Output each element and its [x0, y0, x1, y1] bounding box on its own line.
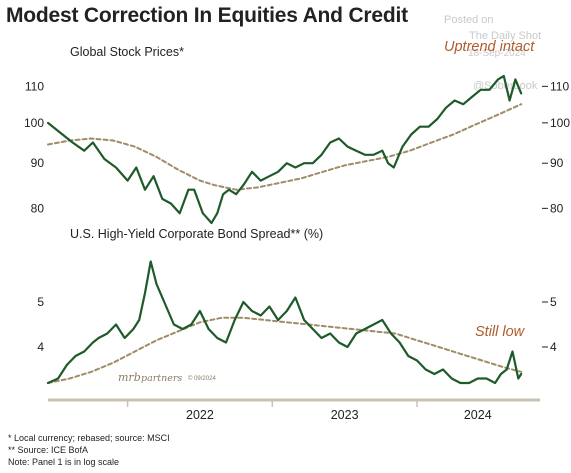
panel-2-left-tick-1: 5: [37, 295, 44, 309]
panel-2-series-line: [46, 260, 523, 385]
panel-1-left-axis: 80 90 100 110: [24, 79, 44, 215]
watermark-date: 18-Sep-2024: [468, 48, 526, 59]
panel-2-right-tick-0: 4: [550, 340, 557, 354]
x-axis: 2022 2023 2024: [48, 398, 540, 422]
panel-1-left-tick-2: 100: [24, 116, 44, 130]
x-tick-label-0: 2022: [186, 408, 214, 422]
panel-2-right-axis: 45: [542, 295, 557, 354]
panel-2-annotation: Still low: [475, 324, 526, 340]
panel-1-title: Global Stock Prices*: [70, 45, 184, 59]
watermark-posted-on: Posted on: [444, 14, 494, 26]
x-axis-dividers: [126, 400, 418, 407]
footnotes: * Local currency; rebased; source: MSCI …: [8, 432, 170, 468]
credit-partners: partners: [141, 373, 182, 384]
footnote-2: ** Source: ICE BofA: [8, 445, 89, 455]
x-axis-labels: 2022 2023 2024: [186, 408, 492, 422]
footnote-3: Note: Panel 1 is in log scale: [8, 457, 120, 467]
panel-2-left-axis: 45: [37, 295, 44, 354]
credit-brand: mrb: [118, 371, 141, 384]
panel-2-trend-line: [47, 316, 523, 384]
panel-2-left-tick-0: 4: [37, 340, 44, 354]
panel-2-title: U.S. High-Yield Corporate Bond Spread** …: [70, 227, 323, 241]
panel-2-right-tick-1: 5: [550, 295, 557, 309]
panel-stock-prices: Global Stock Prices* 80 90 100 110 80 90 100 1…: [24, 39, 570, 225]
panel-1-annotation: Uptrend intact: [444, 39, 535, 55]
panel-1-right-tick-3: 110: [550, 79, 569, 93]
page-title: Modest Correction In Equities And Credit: [6, 4, 408, 27]
credit-copyright: © 09/2024: [188, 375, 216, 382]
panel-1-series: [46, 74, 523, 225]
panel-1-right-axis: 80 90 100 110: [542, 79, 570, 215]
panel-1-series-line: [46, 74, 523, 225]
watermark-source: The Daily Shot: [469, 30, 542, 42]
panel-1-left-tick-3: 110: [25, 79, 44, 93]
panel-1-left-tick-0: 80: [31, 201, 45, 215]
panel-bond-spread: U.S. High-Yield Corporate Bond Spread** …: [37, 227, 557, 385]
x-tick-label-1: 2023: [331, 408, 359, 422]
panel-1-right-tick-1: 90: [550, 156, 564, 170]
panel-1-right-tick-2: 100: [550, 116, 570, 130]
panel-2-series: [46, 260, 523, 385]
panel-1-right-tick-0: 80: [550, 201, 564, 215]
panel-1-trend-line: [47, 103, 523, 191]
x-tick-label-2: 2024: [464, 408, 492, 422]
footnote-1: * Local currency; rebased; source: MSCI: [8, 433, 170, 443]
chart-credit: mrb partners © 09/2024: [118, 371, 216, 384]
panel-1-left-tick-1: 90: [31, 156, 45, 170]
